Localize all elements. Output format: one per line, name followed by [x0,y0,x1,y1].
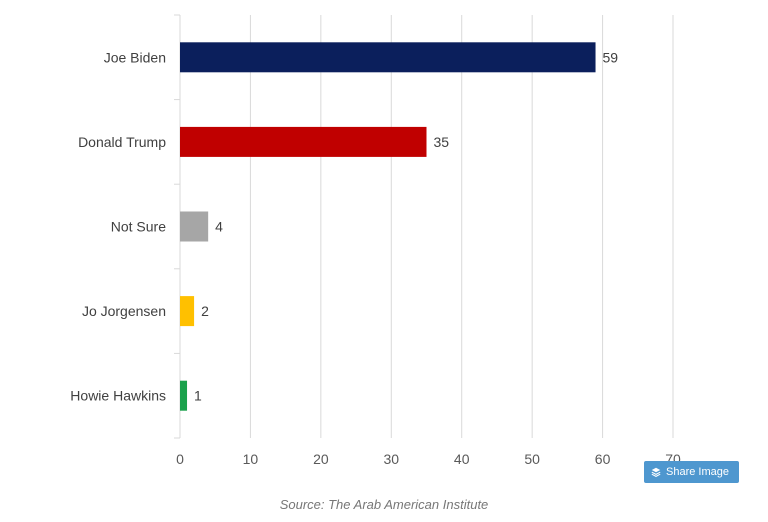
x-tick-label: 10 [243,451,259,467]
bar [180,211,209,242]
data-label: 2 [201,303,209,319]
source-note: Source: The Arab American Institute [279,497,489,512]
bar [180,380,188,411]
share-image-button[interactable]: Share Image [644,461,739,483]
x-tick-label: 50 [524,451,540,467]
bar [180,42,596,73]
data-label: 1 [194,388,202,404]
data-label: 4 [215,219,223,235]
share-image-label: Share Image [666,466,729,478]
bar [180,126,427,157]
category-label: Jo Jorgensen [82,303,166,319]
category-label: Howie Hawkins [70,388,166,404]
data-label: 59 [603,49,619,65]
x-tick-label: 20 [313,451,329,467]
category-label: Joe Biden [104,49,166,65]
x-tick-label: 40 [454,451,470,467]
layers-icon [651,467,661,477]
x-tick-label: 60 [595,451,611,467]
data-label: 35 [434,134,450,150]
bar [180,296,195,327]
x-tick-label: 0 [176,451,184,467]
x-tick-label: 30 [383,451,399,467]
category-label: Donald Trump [78,134,166,150]
category-label: Not Sure [111,219,166,235]
